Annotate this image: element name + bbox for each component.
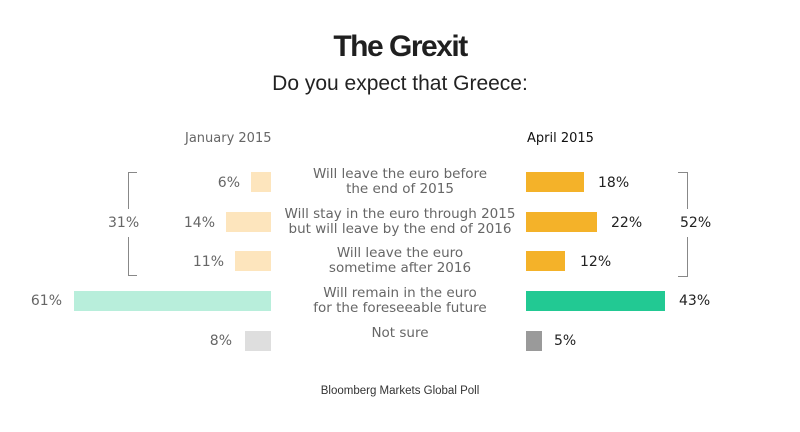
category-label-row4: Will remain in the euro for the foreseea…	[282, 286, 518, 316]
jan-value-row2: 14%	[183, 215, 215, 231]
category-line1: Not sure	[371, 325, 429, 341]
jan-bar-row3	[235, 251, 271, 271]
jan-value-row3: 11%	[192, 254, 224, 270]
apr-bar-row1	[526, 172, 584, 192]
category-line1: Will leave the euro before	[312, 166, 488, 182]
category-line2: sometime after 2016	[328, 260, 472, 276]
category-line2: for the foreseeable future	[313, 300, 487, 316]
right-bracket-lower	[687, 237, 688, 276]
jan-value-row1: 6%	[217, 175, 240, 191]
category-line1: Will stay in the euro through 2015	[284, 206, 516, 222]
right-bracket-total: 52%	[680, 215, 712, 231]
category-line2: the end of 2015	[346, 181, 454, 197]
left-bracket-total: 31%	[108, 215, 140, 231]
left-bracket-bottom-tick	[128, 275, 137, 276]
jan-value-row4: 61%	[30, 293, 62, 309]
category-line1: Will leave the euro	[336, 245, 464, 261]
left-bracket-lower	[128, 237, 129, 275]
right-bracket-bottom-tick	[678, 276, 688, 277]
apr-value-row5: 5%	[554, 333, 577, 349]
category-label-row1: Will leave the euro before the end of 20…	[282, 167, 518, 197]
apr-value-row2: 22%	[611, 215, 643, 231]
jan-bar-row1	[251, 172, 271, 192]
category-line1: Will remain in the euro	[323, 285, 477, 301]
right-bracket-upper	[687, 172, 688, 209]
apr-bar-row4	[526, 291, 665, 311]
chart-subtitle: Do you expect that Greece:	[272, 72, 528, 95]
apr-bar-row3	[526, 251, 565, 271]
jan-bar-row2	[226, 212, 271, 232]
left-bracket-upper	[128, 172, 129, 209]
category-line2: but will leave by the end of 2016	[288, 221, 512, 237]
category-label-row2: Will stay in the euro through 2015 but w…	[282, 207, 518, 237]
jan-value-row5: 8%	[209, 333, 232, 349]
apr-bar-row5	[526, 331, 542, 351]
jan-bar-row5	[245, 331, 271, 351]
category-label-row5: Not sure	[282, 326, 518, 341]
column-header-january: January 2015	[185, 131, 272, 146]
category-label-row3: Will leave the euro sometime after 2016	[282, 246, 518, 276]
apr-value-row4: 43%	[679, 293, 711, 309]
column-header-april: April 2015	[527, 131, 594, 146]
apr-value-row1: 18%	[598, 175, 630, 191]
apr-bar-row2	[526, 212, 597, 232]
right-bracket-top-tick	[678, 172, 688, 173]
jan-bar-row4	[74, 291, 271, 311]
source-note: Bloomberg Markets Global Poll	[320, 385, 480, 397]
chart-title: The Grexit	[333, 30, 468, 63]
left-bracket-top-tick	[128, 172, 137, 173]
apr-value-row3: 12%	[580, 254, 612, 270]
